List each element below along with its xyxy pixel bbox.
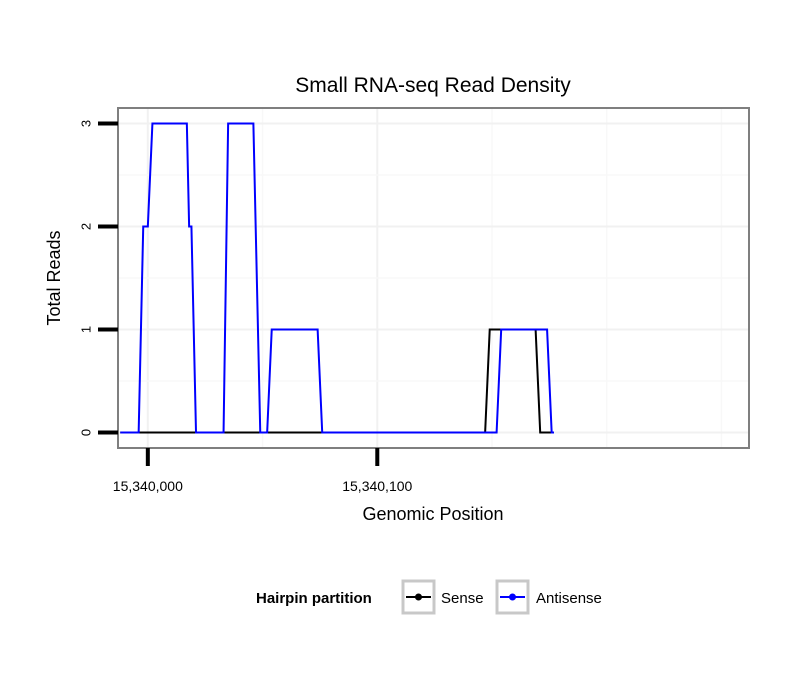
legend-point-antisense — [509, 593, 516, 601]
x-tick-label: 15,340,000 — [113, 478, 183, 494]
y-axis-label: Total Reads — [44, 230, 64, 325]
legend-point-sense — [415, 593, 422, 601]
legend-label-sense: Sense — [441, 590, 484, 607]
plot-panel-border — [117, 107, 750, 449]
grid-layer — [118, 108, 749, 448]
series-layer — [120, 122, 554, 434]
legend-title: Hairpin partition — [256, 590, 372, 607]
chart-title: Small RNA-seq Read Density — [295, 74, 571, 97]
y-tick-label: 3 — [79, 120, 94, 127]
x-tick-label: 15,340,100 — [342, 478, 412, 494]
legend-item-sense: Sense — [401, 579, 484, 615]
legend-label-antisense: Antisense — [536, 590, 602, 607]
x-axis-label: Genomic Position — [362, 504, 503, 524]
y-tick-label: 1 — [79, 326, 94, 333]
series-line-antisense — [120, 122, 554, 434]
y-tick-label: 2 — [79, 223, 94, 230]
legend: Hairpin partition Sense Antisense — [256, 579, 602, 615]
legend-item-antisense: Antisense — [495, 579, 602, 615]
axis-layer: 15,340,000 15,340,100 0 1 2 3 — [79, 120, 413, 494]
y-tick-label: 0 — [79, 429, 94, 436]
